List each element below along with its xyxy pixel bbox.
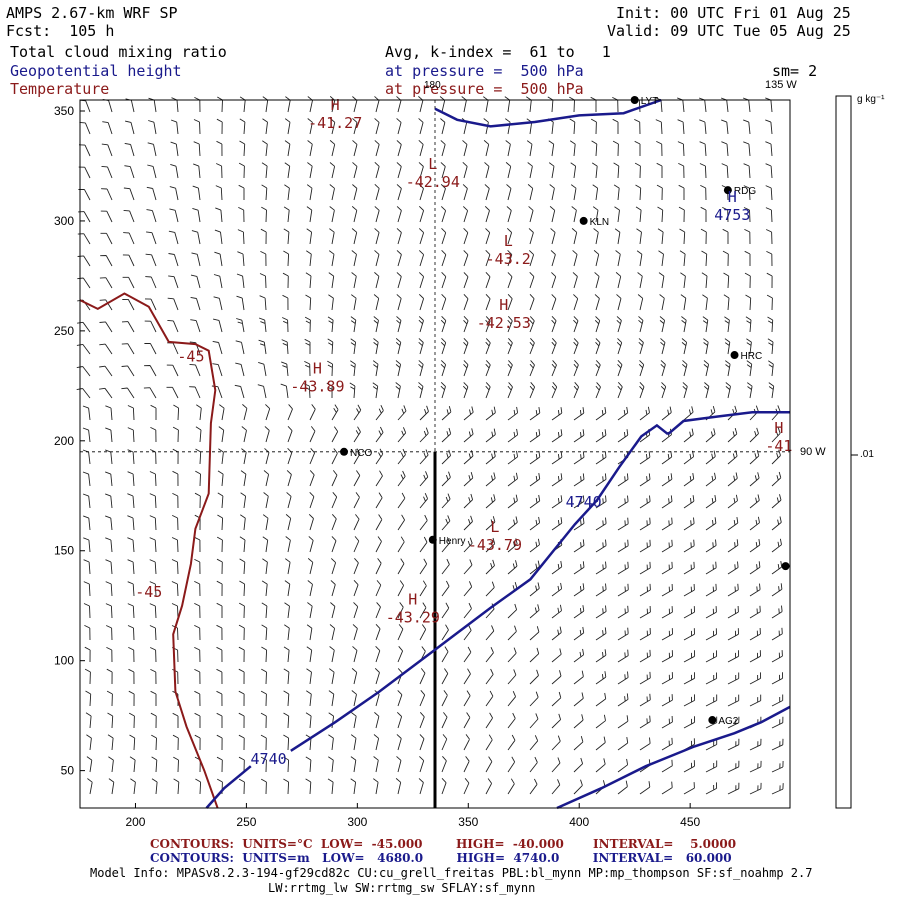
height-contour-0 [667, 410, 790, 436]
extremum-kind: L [504, 232, 513, 250]
contour-label: 4740 [566, 493, 602, 511]
wind-barbs-layer [76, 96, 784, 795]
station-label: LYT [641, 96, 659, 107]
model-title: AMPS 2.67-km WRF SP [6, 4, 178, 22]
station-label: AG2 [718, 716, 738, 727]
station-label: NCO [350, 448, 372, 459]
station-label: RDG [734, 186, 756, 197]
extremum-kind: H [728, 188, 737, 206]
y-tick-label: 150 [54, 544, 74, 558]
y-tick-label: 250 [54, 324, 74, 338]
x-tick-label: 450 [680, 815, 700, 829]
footer-height-contours: CONTOURS: UNITS=m LOW= 4680.0 HIGH= 4740… [150, 851, 732, 865]
extremum-value: 4753 [714, 206, 750, 224]
field1-label: Total cloud mixing ratio [10, 43, 227, 61]
x-tick-label: 400 [569, 815, 589, 829]
plot-frame [79, 99, 791, 809]
reference-lines-layer [80, 100, 790, 808]
station-marker [708, 716, 717, 725]
colorbar-box [835, 95, 852, 809]
extremum-kind: H [774, 419, 783, 437]
height-contour-1 [290, 423, 669, 752]
station-label: Henry [439, 536, 466, 547]
field2-label: Geopotential height [10, 62, 182, 80]
contours-layer [79, 98, 791, 810]
extremum-value: -43.89 [290, 378, 344, 396]
field3-label: Temperature [10, 80, 110, 98]
lon-label-90w: 90 W [800, 446, 826, 458]
lon-label-135w: 135 W [765, 79, 797, 91]
x-tick-label: 200 [125, 815, 145, 829]
pressure-label-2: at pressure = 500 hPa [385, 80, 584, 98]
extremum-value: -42.53 [477, 314, 531, 332]
labels-layer: H-41.27L-42.94L-43.2H-42.53H-43.89H-41L-… [135, 96, 792, 768]
station-marker [781, 562, 790, 571]
avg-k-index: Avg, k-index = 61 to 1 [385, 43, 611, 61]
footer-temp-contours: CONTOURS: UNITS=°C LOW= -45.000 HIGH= -4… [150, 837, 737, 851]
extremum-value: -41 [765, 437, 792, 455]
station-marker [579, 216, 588, 225]
axis-ticks-layer: 200 250 300 350 400 450 50 100 150 200 250 300 350 [54, 104, 701, 829]
y-tick-label: 200 [54, 434, 74, 448]
station-marker [428, 535, 437, 544]
station-label: HRC [741, 351, 763, 362]
extremum-kind: L [490, 518, 499, 536]
y-tick-label: 300 [54, 214, 74, 228]
stations-layer: LYT RDG KLN HRC NCO Henry AG2 [340, 96, 790, 727]
extremum-kind: H [499, 296, 508, 314]
station-label: KLN [590, 217, 609, 228]
x-tick-label: 300 [347, 815, 367, 829]
y-tick-label: 50 [61, 764, 75, 778]
valid-time: Valid: 09 UTC Tue 05 Aug 25 [607, 22, 851, 40]
contour-label: 4740 [251, 750, 287, 768]
footer-model-info: Model Info: MPASv8.2.3-194-gf29cd82c CU:… [90, 866, 813, 880]
extremum-value: -43.2 [486, 250, 531, 268]
height-contour-2 [205, 765, 252, 809]
smoothing-label: sm= 2 [772, 62, 818, 80]
footer-model-info-2: LW:rrtmg_lw SW:rrtmg_sw SFLAY:sf_mynn [268, 881, 536, 895]
x-tick-label: 250 [236, 815, 256, 829]
extremum-value: -43.29 [386, 609, 440, 627]
temperature-contour-0 [79, 292, 219, 809]
extremum-value: -43.79 [468, 536, 522, 554]
station-marker [340, 447, 349, 456]
pressure-label-1: at pressure = 500 hPa [385, 62, 584, 80]
extremum-value: -42.94 [406, 173, 460, 191]
extremum-kind: L [428, 155, 437, 173]
station-marker [723, 186, 732, 195]
contour-label: -45 [177, 348, 204, 366]
height-contour-4 [434, 98, 662, 128]
colorbar-unit: g kg⁻¹ [857, 94, 885, 105]
y-tick-label: 100 [54, 654, 74, 668]
forecast-hour: Fcst: 105 h [6, 22, 115, 40]
colorbar-tick: .01 [860, 449, 874, 460]
station-marker [730, 351, 739, 360]
wind-barb-field [76, 96, 784, 795]
y-tick-label: 350 [54, 104, 74, 118]
extremum-value: -41.27 [308, 114, 362, 132]
extremum-kind: H [408, 591, 417, 609]
lon-label-180: 180 [424, 80, 441, 91]
x-tick-label: 350 [458, 815, 478, 829]
height-contour-3 [556, 705, 791, 810]
init-time: Init: 00 UTC Fri 01 Aug 25 [616, 4, 851, 22]
contour-label: -45 [135, 583, 162, 601]
extremum-kind: H [313, 360, 322, 378]
extremum-kind: H [331, 96, 340, 114]
